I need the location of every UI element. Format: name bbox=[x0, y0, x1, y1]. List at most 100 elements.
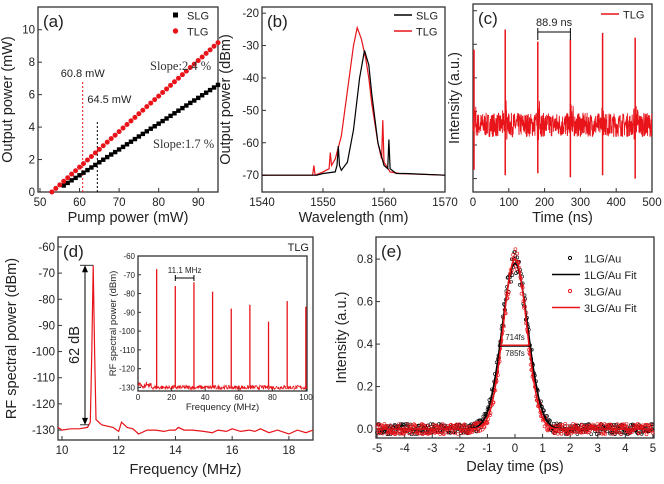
y-axis-title: Intensity (a.u.) bbox=[447, 52, 463, 144]
panel-label: (e) bbox=[381, 242, 402, 261]
data-point-3lg-au bbox=[636, 431, 641, 436]
panel-d-inset: 0 20 40 60 80 100 -60 -70 -80 -90 -100 -110 -120 -130… bbox=[108, 252, 313, 413]
data-point-slg bbox=[148, 126, 153, 131]
x-tick-label: -1 bbox=[482, 443, 492, 455]
data-point-3lg-au bbox=[426, 431, 431, 436]
data-point-3lg-au bbox=[552, 431, 557, 436]
data-point-slg bbox=[65, 180, 70, 186]
data-point-3lg-au bbox=[405, 422, 410, 427]
x-tick-label: 300 bbox=[571, 197, 590, 209]
data-point-3lg-au bbox=[451, 423, 456, 428]
data-point-slg bbox=[144, 129, 149, 134]
data-point-slg bbox=[89, 165, 94, 170]
data-point-slg bbox=[156, 121, 161, 126]
x-axis-title: Frequency (MHz) bbox=[130, 462, 242, 478]
data-point-slg bbox=[164, 116, 169, 121]
data-point-3lg-au bbox=[426, 432, 430, 436]
data-point-3lg-au bbox=[513, 247, 518, 251]
data-point-3lg-au bbox=[422, 431, 426, 436]
data-point-slg bbox=[77, 173, 82, 178]
data-point-slg bbox=[168, 113, 173, 119]
y-tick-label: -100 bbox=[119, 327, 136, 336]
x-tick-label: 1540 bbox=[249, 197, 275, 209]
data-point-3lg-au bbox=[637, 431, 642, 435]
legend-label: 3LG/Au bbox=[584, 287, 621, 299]
panel-b: 1540 1550 1560 1570 -20 -30 -40 -50 -60 -70 Wavele… bbox=[218, 6, 458, 226]
x-tick-label: 4 bbox=[622, 443, 629, 455]
data-point-slg bbox=[85, 167, 90, 173]
x-axis-title: Frequency (MHz) bbox=[186, 402, 259, 413]
data-point-1lg-au bbox=[392, 423, 397, 427]
x-tick-label: 90 bbox=[192, 197, 205, 209]
data-point-3lg-au bbox=[649, 423, 654, 428]
y-tick-label: -80 bbox=[38, 294, 55, 306]
data-point-tlg bbox=[77, 164, 83, 170]
y-tick-label: -70 bbox=[123, 271, 135, 280]
data-point-3lg-au bbox=[547, 427, 552, 432]
data-point-tlg bbox=[57, 182, 63, 188]
data-point-tlg bbox=[187, 65, 193, 71]
slope-label-tlg: Slope:2.4 % bbox=[150, 59, 211, 73]
y-tick-label: -20 bbox=[242, 8, 259, 20]
y-tick-label: -60 bbox=[242, 138, 259, 150]
data-point-tlg bbox=[120, 125, 126, 131]
y-axis-title: RF spectral power (dBm) bbox=[4, 258, 20, 419]
y-tick-label: -80 bbox=[123, 290, 135, 299]
data-point-1lg-au bbox=[545, 414, 549, 418]
data-point-tlg bbox=[215, 40, 221, 46]
data-point-3lg-au bbox=[377, 423, 382, 427]
legend-marker bbox=[172, 28, 179, 34]
data-point-1lg-au bbox=[548, 418, 552, 423]
data-point-tlg bbox=[211, 43, 217, 49]
data-point-3lg-au bbox=[392, 424, 396, 429]
panel-c: 0 100 200 300 400 500 Time (ns) Intensity (a.u.… bbox=[447, 3, 662, 226]
plot-frame bbox=[261, 6, 446, 193]
period-label: 88.9 ns bbox=[536, 17, 573, 29]
y-tick-label: 0.2 bbox=[357, 382, 373, 394]
data-point-tlg bbox=[203, 50, 209, 56]
data-point-slg bbox=[199, 93, 205, 98]
data-point-1lg-au bbox=[382, 429, 387, 434]
data-point-3lg-au bbox=[624, 422, 629, 426]
y-tick-label: -50 bbox=[242, 105, 259, 117]
data-point-slg bbox=[108, 152, 114, 157]
data-point-tlg bbox=[65, 175, 71, 181]
data-point-3lg-au bbox=[411, 431, 415, 436]
data-point-3lg-au bbox=[384, 424, 389, 429]
plot-frame bbox=[37, 6, 219, 193]
data-point-slg bbox=[136, 134, 142, 139]
data-point-3lg-au bbox=[602, 422, 607, 426]
data-point-3lg-au bbox=[650, 430, 655, 435]
data-point-tlg bbox=[84, 157, 90, 163]
x-tick-label: 60 bbox=[73, 197, 86, 209]
data-point-3lg-au bbox=[460, 431, 465, 435]
y-tick-label: -130 bbox=[119, 383, 136, 392]
data-point-3lg-au bbox=[435, 430, 439, 435]
y-tick-label: -60 bbox=[38, 242, 55, 254]
data-point-slg bbox=[97, 160, 102, 165]
data-point-3lg-au bbox=[563, 421, 567, 426]
data-point-3lg-au bbox=[456, 432, 460, 436]
y-tick-label: 0.0 bbox=[357, 424, 373, 436]
legend-marker bbox=[567, 288, 573, 294]
data-point-1lg-au bbox=[446, 430, 451, 435]
data-point-tlg bbox=[144, 104, 150, 110]
x-tick-label: 1560 bbox=[371, 197, 397, 209]
data-point-tlg bbox=[148, 100, 154, 106]
snr-label: 62 dB bbox=[67, 326, 83, 364]
x-tick-label: 60 bbox=[234, 393, 243, 402]
threshold-label: 60.8 mW bbox=[61, 68, 106, 80]
data-point-tlg bbox=[92, 150, 98, 156]
data-point-3lg-au bbox=[462, 422, 467, 427]
data-point-3lg-au bbox=[573, 424, 578, 429]
data-point-3lg-au bbox=[579, 430, 583, 435]
data-point-3lg-au bbox=[413, 423, 418, 428]
x-tick-label: -5 bbox=[372, 443, 382, 455]
data-point-3lg-au bbox=[615, 422, 620, 426]
data-point-3lg-au bbox=[547, 427, 551, 431]
data-point-tlg bbox=[88, 153, 94, 159]
data-point-tlg bbox=[191, 61, 197, 67]
data-point-slg bbox=[132, 136, 138, 142]
data-point-slg bbox=[128, 139, 134, 144]
